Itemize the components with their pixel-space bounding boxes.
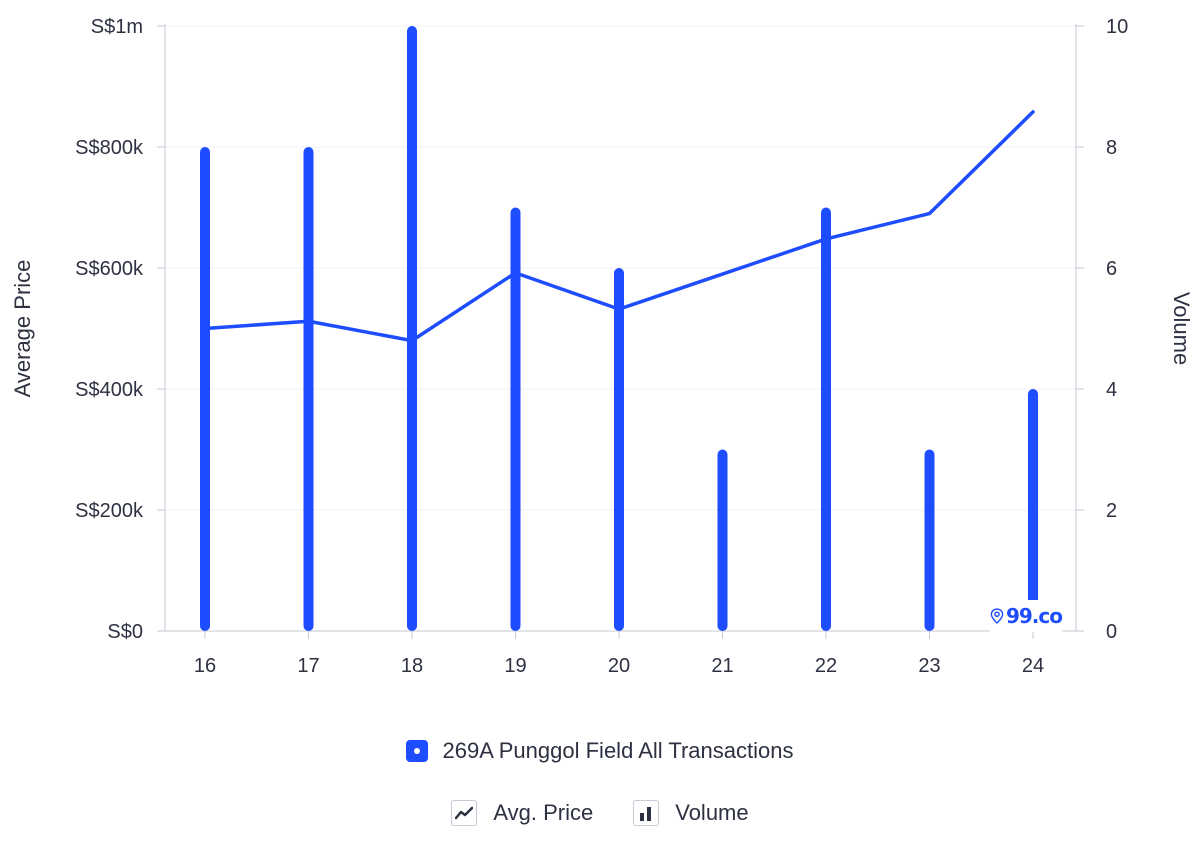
series-legend-label: 269A Punggol Field All Transactions: [442, 738, 794, 763]
volume-bar: [614, 268, 624, 631]
x-tick-label: 18: [401, 655, 423, 677]
y-left-tick-label: S$600k: [75, 258, 144, 280]
volume-bar: [200, 147, 210, 631]
volume-bar: [717, 449, 728, 631]
y-left-tick-label: S$0: [107, 621, 143, 643]
y-right-tick-label: 10: [1106, 16, 1128, 38]
x-tick-label: 23: [918, 655, 940, 677]
volume-bar: [407, 26, 417, 631]
y-right-tick-label: 8: [1106, 137, 1117, 159]
x-tick-label: 17: [297, 655, 319, 677]
series-legend[interactable]: 269A Punggol Field All Transactions: [0, 738, 1200, 764]
line-chart-icon: [451, 800, 478, 826]
x-tick-label: 20: [608, 655, 630, 677]
y-right-axis-title: Volume: [1169, 292, 1194, 365]
series-swatch: [406, 740, 429, 762]
legend-avg-price[interactable]: Avg. Price: [451, 800, 593, 826]
y-left-tick-label: S$400k: [75, 379, 144, 401]
y-right-tick-label: 0: [1106, 621, 1117, 643]
chart-type-legend: Avg. Price Volume: [0, 800, 1200, 826]
y-left-tick-label: S$200k: [75, 500, 144, 522]
volume-bar: [510, 207, 521, 631]
location-pin-icon: [990, 608, 1004, 624]
bar-chart-icon: [633, 800, 660, 826]
volume-bar: [1028, 389, 1038, 631]
volume-bar: [924, 449, 935, 631]
volume-bar: [821, 207, 831, 631]
legend-volume-label: Volume: [675, 800, 749, 825]
x-tick-label: 16: [194, 655, 216, 677]
y-right-tick-label: 4: [1106, 379, 1117, 401]
y-left-tick-label: S$1m: [91, 16, 143, 38]
y-right-tick-label: 6: [1106, 258, 1117, 280]
legend-avg-price-label: Avg. Price: [493, 800, 594, 825]
x-tick-label: 22: [815, 655, 837, 677]
watermark-text: 99.co: [1005, 604, 1063, 628]
x-tick-label: 21: [711, 655, 733, 677]
y-right-tick-label: 2: [1106, 500, 1117, 522]
y-left-tick-label: S$800k: [75, 137, 144, 159]
y-left-axis-title: Average Price: [10, 260, 35, 398]
x-tick-label: 24: [1022, 655, 1044, 677]
watermark: 99.co: [990, 600, 1063, 632]
volume-bar: [303, 147, 314, 631]
legend-volume[interactable]: Volume: [633, 800, 749, 826]
x-tick-label: 19: [504, 655, 526, 677]
